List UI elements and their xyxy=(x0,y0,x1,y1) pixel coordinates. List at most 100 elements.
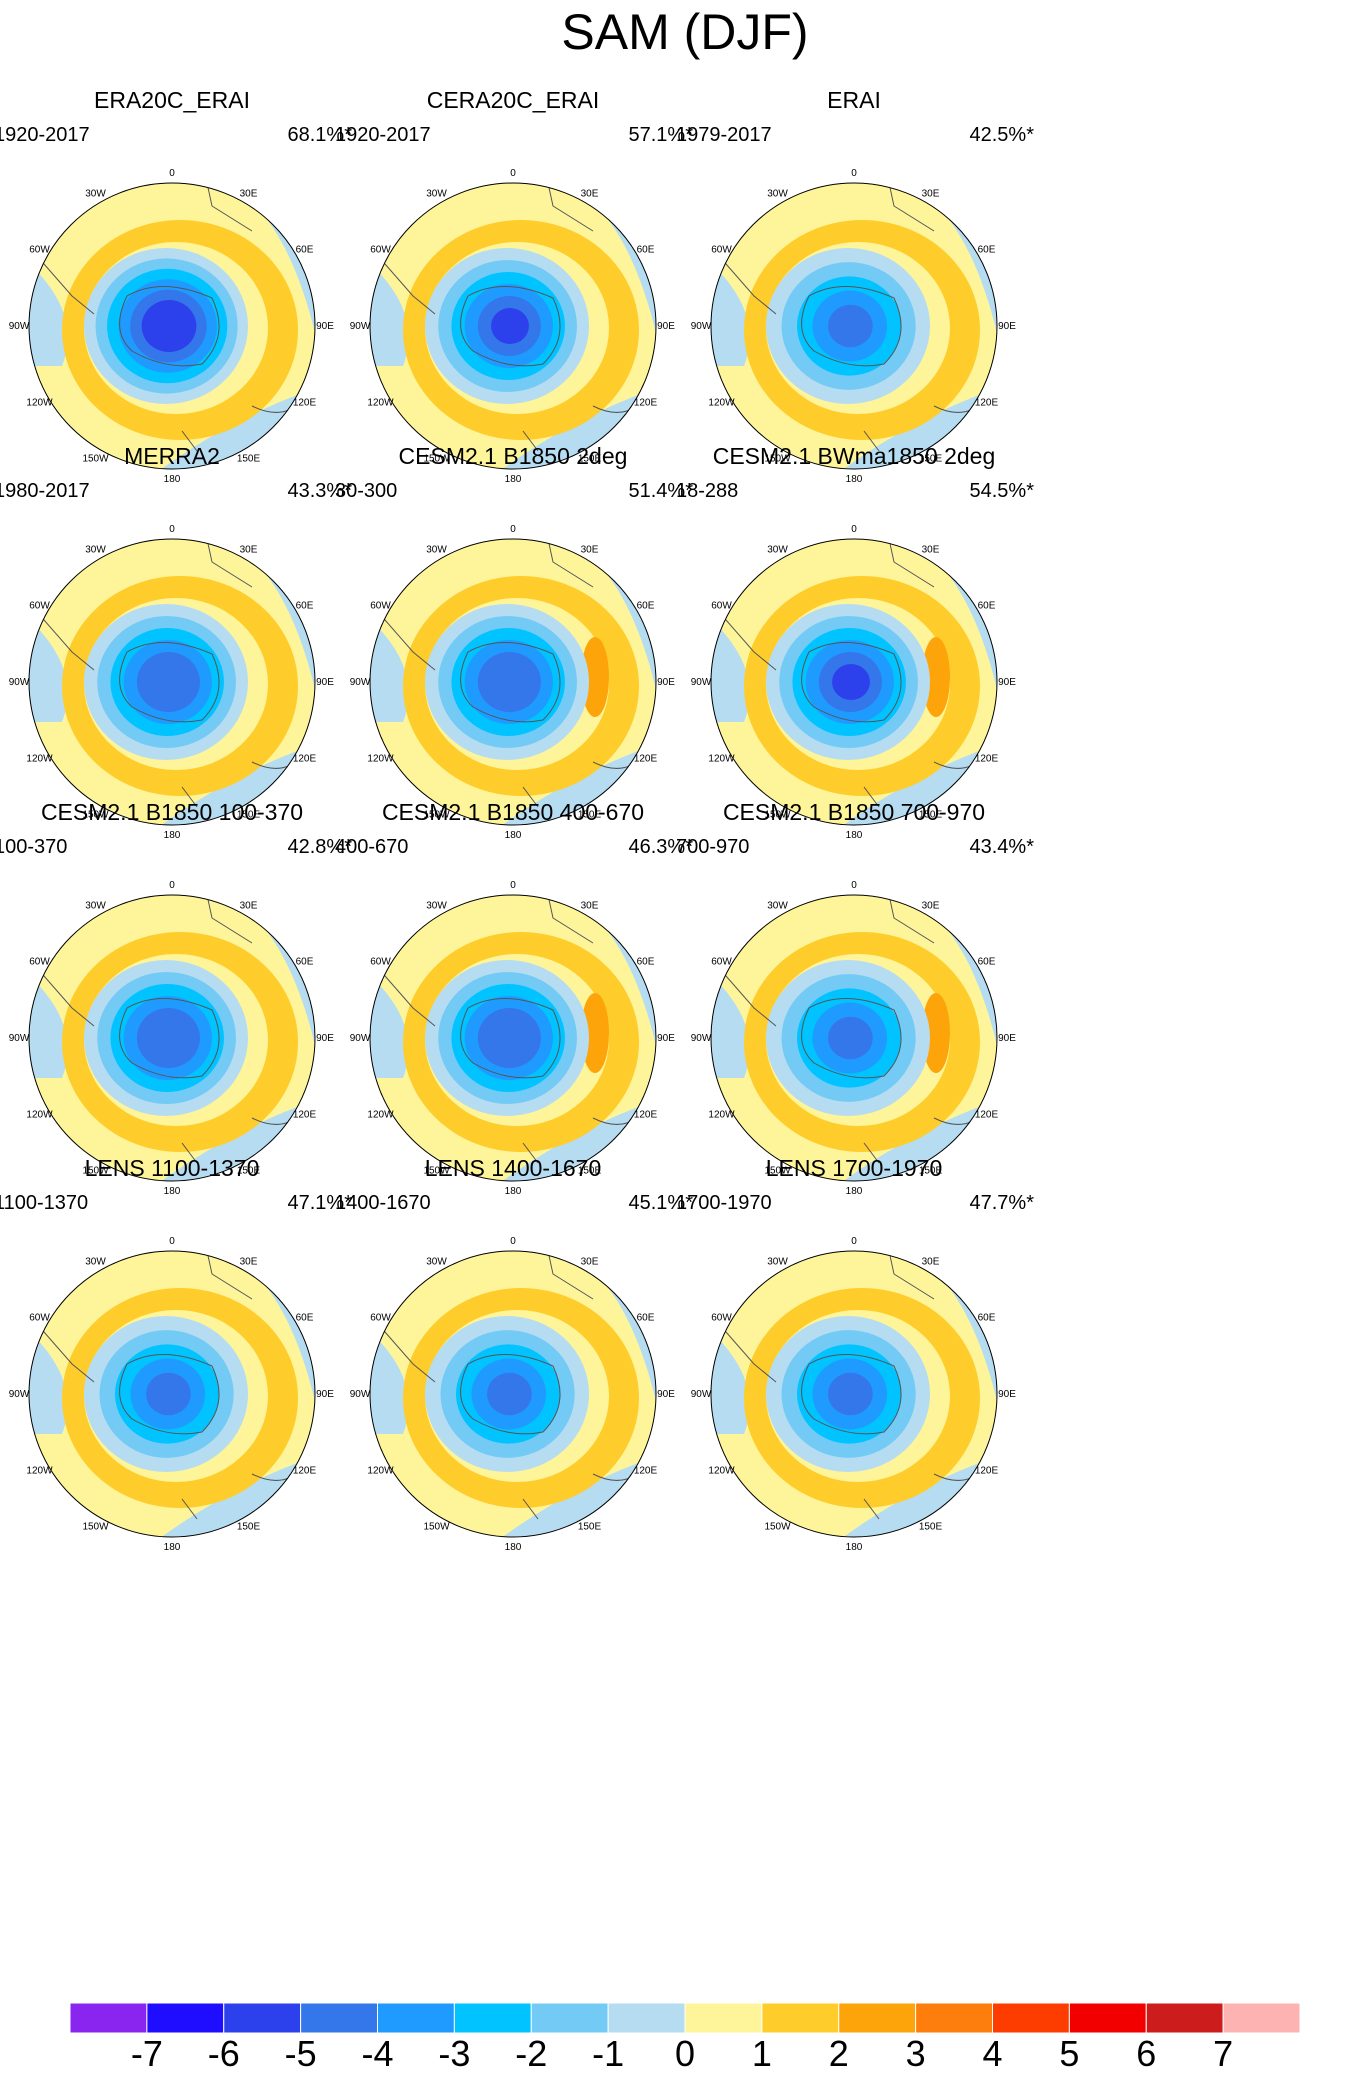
polar-map: 0 30E 60E 90E 120E 150E 180 150W 120W 90W 60W 30W xyxy=(350,168,676,485)
longitude-label: 0 xyxy=(510,1236,516,1247)
longitude-label: 120W xyxy=(708,1110,735,1121)
negative-anomaly-region xyxy=(370,978,409,1078)
longitude-label: 30W xyxy=(426,900,447,911)
longitude-label: 0 xyxy=(169,168,175,179)
longitude-label: 60E xyxy=(978,1313,996,1324)
positive-anomaly-max xyxy=(922,993,950,1073)
polar-map: 0 30E 60E 90E 120E 150E 180 150W 120W 90W 60W 30W xyxy=(691,168,1017,485)
polar-negative-contour xyxy=(150,664,188,700)
longitude-label: 150E xyxy=(919,454,943,465)
panel-title: LENS 1700-1970 xyxy=(765,1155,943,1181)
polar-negative-contour xyxy=(146,1372,191,1416)
colorbar-swatch xyxy=(530,2003,609,2033)
map-panel: LENS 1100-1370 1100-1370 47.1%* 0 30E 60E 90E 1… xyxy=(0,1154,372,1624)
longitude-label: 90W xyxy=(691,321,712,332)
polar-negative-contour xyxy=(828,1372,873,1416)
longitude-label: 60E xyxy=(296,245,314,256)
longitude-label: 90E xyxy=(998,677,1016,688)
longitude-label: 120E xyxy=(293,754,317,765)
panel-explained-variance: 42.5%* xyxy=(969,124,1035,146)
map-panel: ERA20C_ERAI 1920-2017 68.1%* 0 30E 60E 90E 120E… xyxy=(0,86,372,556)
longitude-label: 60W xyxy=(29,1313,50,1324)
colorbar-label: -6 xyxy=(207,2033,240,2074)
longitude-label: 0 xyxy=(851,1236,857,1247)
longitude-label: 30W xyxy=(767,544,788,555)
longitude-label: 120W xyxy=(367,1466,394,1477)
longitude-label: 30E xyxy=(240,188,258,199)
longitude-label: 30W xyxy=(85,1256,106,1267)
antarctica-coastline xyxy=(119,286,220,367)
antarctica-coastline xyxy=(119,998,220,1079)
longitude-label: 120W xyxy=(367,1110,394,1121)
longitude-label: 60E xyxy=(978,957,996,968)
longitude-label: 90W xyxy=(9,1389,30,1400)
map-boundary xyxy=(369,894,657,1182)
panel-years: 1920-2017 xyxy=(335,124,431,146)
longitude-label: 150E xyxy=(578,1166,602,1177)
polar-map: 0 30E 60E 90E 120E 150E 180 150W 120W 90W 60W 30W xyxy=(9,1236,335,1553)
longitude-label: 90E xyxy=(998,1389,1016,1400)
map-boundary xyxy=(710,894,998,1182)
negative-anomaly-region xyxy=(29,978,68,1078)
longitude-label: 120W xyxy=(708,398,735,409)
polar-negative-contour xyxy=(828,304,873,348)
colorbar-swatch xyxy=(1145,2003,1224,2033)
longitude-label: 120W xyxy=(26,1110,53,1121)
longitude-label: 150W xyxy=(82,1522,109,1533)
longitude-label: 120E xyxy=(634,754,658,765)
panel-years: 1980-2017 xyxy=(0,480,90,502)
longitude-label: 0 xyxy=(169,1236,175,1247)
longitude-label: 0 xyxy=(510,168,516,179)
colorbar-label: -4 xyxy=(361,2033,394,2074)
panel-explained-variance: 68.1%* xyxy=(287,124,353,146)
longitude-label: 30E xyxy=(922,1256,940,1267)
negative-anomaly-region xyxy=(29,266,68,366)
longitude-label: 30E xyxy=(922,900,940,911)
map-boundary xyxy=(369,1250,657,1538)
panel-years: 1979-2017 xyxy=(676,124,772,146)
longitude-label: 150E xyxy=(237,810,261,821)
longitude-label: 120E xyxy=(293,398,317,409)
panel-explained-variance: 57.1%* xyxy=(628,124,694,146)
colorbar-swatch xyxy=(992,2003,1070,2033)
antarctica-coastline xyxy=(460,998,561,1079)
positive-anomaly-max xyxy=(922,637,950,717)
longitude-label: 150E xyxy=(919,1522,943,1533)
antarctica-coastline xyxy=(801,642,902,723)
longitude-label: 0 xyxy=(169,524,175,535)
antarctica-coastline xyxy=(119,1354,220,1435)
polar-map: 0 30E 60E 90E 120E 150E 180 150W 120W 90W 60W 30W xyxy=(350,524,676,841)
longitude-label: 150W xyxy=(82,454,109,465)
panel-explained-variance: 46.3%* xyxy=(628,836,694,858)
colorbar-swatch xyxy=(684,2003,763,2033)
panel-years: 1400-1670 xyxy=(335,1192,431,1214)
longitude-label: 120E xyxy=(634,398,658,409)
colorbar-swatch xyxy=(300,2003,378,2033)
map-panel: CESM2.1 B1850 400-670 400-670 46.3%* 0 30E 60… xyxy=(313,798,713,1268)
longitude-label: 30W xyxy=(767,900,788,911)
polar-negative-contour xyxy=(491,664,529,700)
polar-map: 0 30E 60E 90E 120E 150E 180 150W 120W 90W 60W 30W xyxy=(9,880,335,1197)
longitude-label: 0 xyxy=(510,880,516,891)
longitude-label: 90E xyxy=(657,1033,675,1044)
panel-years: 18-288 xyxy=(676,480,739,502)
panel-explained-variance: 45.1%* xyxy=(628,1192,694,1214)
longitude-label: 180 xyxy=(846,474,863,485)
polar-map: 0 30E 60E 90E 120E 150E 180 150W 120W 90W 60W 30W xyxy=(691,1236,1017,1553)
antarctica-coastline xyxy=(801,998,902,1079)
colorbar-label: 2 xyxy=(828,2033,849,2074)
colorbar-swatch xyxy=(70,2003,148,2033)
longitude-label: 30W xyxy=(85,544,106,555)
longitude-label: 150W xyxy=(82,1166,109,1177)
polar-negative-contour xyxy=(150,1020,188,1056)
panel-title: CESM2.1 B1850 2deg xyxy=(398,443,628,469)
colorbar-swatch xyxy=(838,2003,917,2033)
longitude-label: 0 xyxy=(169,880,175,891)
panel-title: CESM2.1 BWma1850 2deg xyxy=(712,443,996,469)
longitude-label: 150E xyxy=(237,454,261,465)
longitude-label: 60E xyxy=(637,957,655,968)
panel-explained-variance: 43.4%* xyxy=(969,836,1035,858)
panel-years: 1920-2017 xyxy=(0,124,90,146)
longitude-label: 60E xyxy=(296,1313,314,1324)
colorbar-label: -7 xyxy=(130,2033,163,2074)
